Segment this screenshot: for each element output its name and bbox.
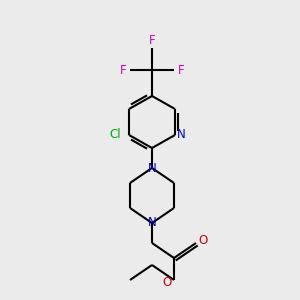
Text: Cl: Cl (109, 128, 121, 142)
Text: F: F (149, 34, 155, 47)
Text: F: F (120, 64, 126, 76)
Text: N: N (148, 161, 156, 175)
Text: N: N (177, 128, 185, 142)
Text: O: O (198, 233, 208, 247)
Text: F: F (178, 64, 184, 76)
Text: N: N (148, 217, 156, 230)
Text: O: O (162, 277, 172, 290)
